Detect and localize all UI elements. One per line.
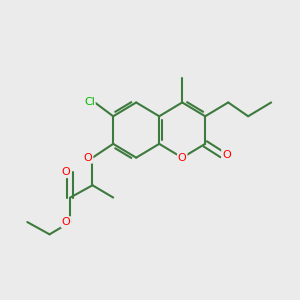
Text: Cl: Cl bbox=[84, 98, 95, 107]
Text: O: O bbox=[61, 167, 70, 177]
Text: O: O bbox=[222, 150, 231, 160]
Text: O: O bbox=[61, 217, 70, 227]
Text: O: O bbox=[178, 153, 187, 163]
Text: O: O bbox=[84, 153, 92, 163]
